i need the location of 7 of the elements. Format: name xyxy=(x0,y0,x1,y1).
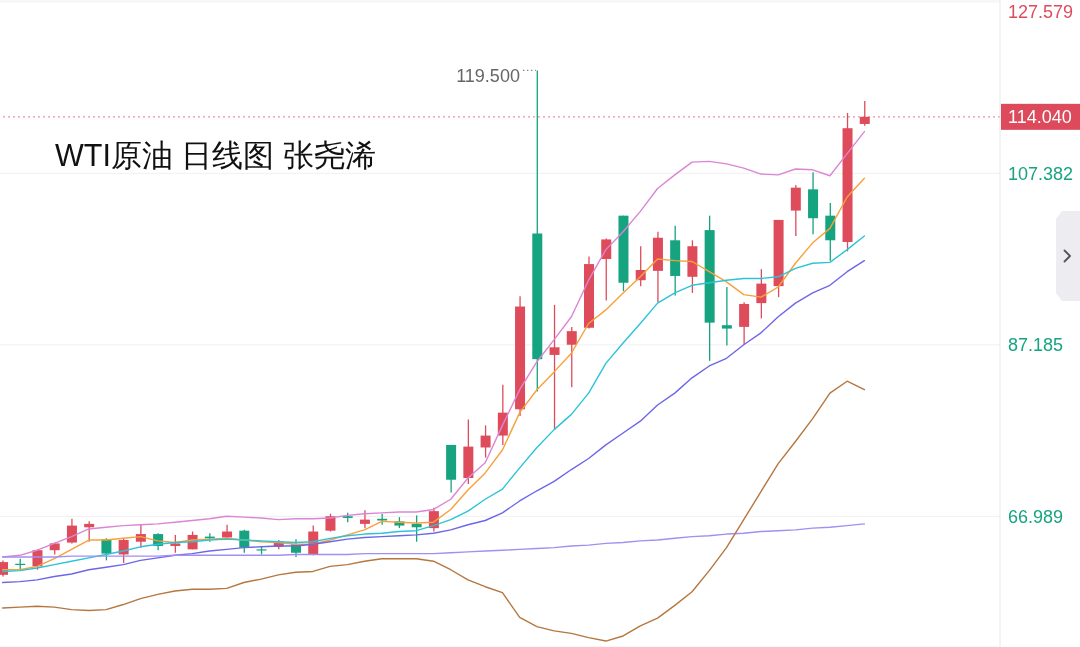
y-tick-label: 127.579 xyxy=(1008,2,1074,23)
y-tick-label: 87.185 xyxy=(1008,335,1064,356)
text: WTI原油 日线图 张尧浠 xyxy=(55,137,376,173)
ref-line-label: 114.040 xyxy=(1008,107,1072,128)
annotation: 119.500 xyxy=(456,65,520,86)
y-tick-label: 107.382 xyxy=(1008,163,1074,184)
y-tick-label: 66.989 xyxy=(1008,506,1064,527)
